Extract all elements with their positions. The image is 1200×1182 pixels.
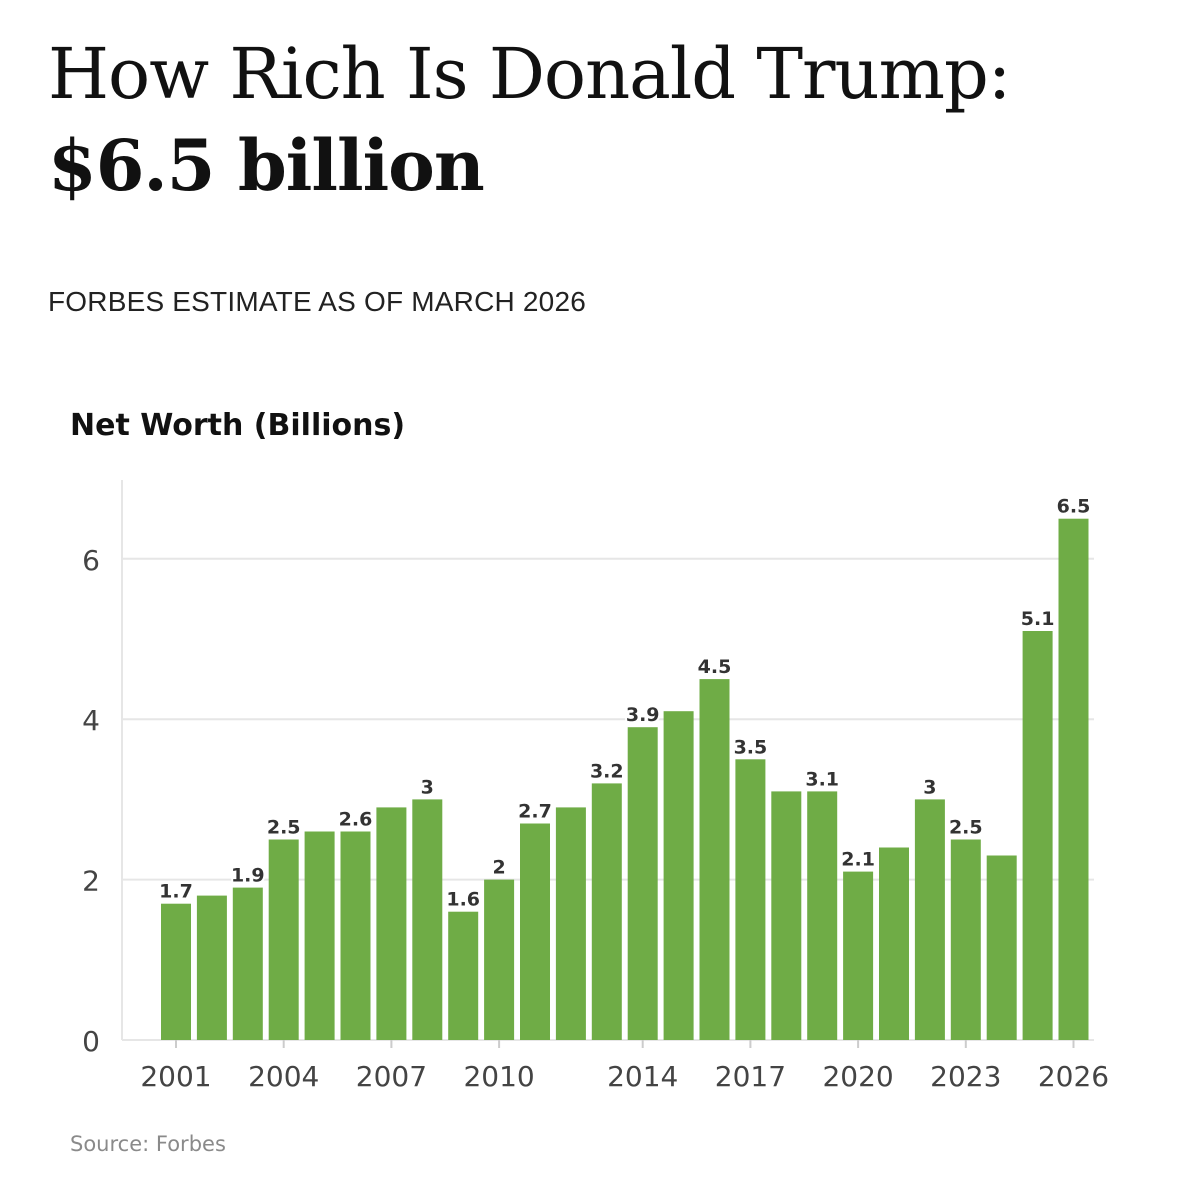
- source-note: Source: Forbes: [70, 1132, 226, 1156]
- data-label-2016: 4.5: [698, 656, 732, 678]
- data-label-2008: 3: [421, 776, 434, 798]
- bar-2006: [340, 831, 371, 1040]
- x-tick-label-2026: 2026: [1038, 1060, 1109, 1093]
- bar-2024: [986, 855, 1017, 1040]
- bar-2002: [196, 895, 227, 1040]
- data-label-2019: 3.1: [805, 768, 839, 790]
- chart-title: Net Worth (Billions): [70, 408, 406, 443]
- bar-2020: [843, 871, 874, 1040]
- x-tick-label-2020: 2020: [822, 1060, 893, 1093]
- bar-2025: [1022, 631, 1053, 1040]
- bar-2005: [304, 831, 335, 1040]
- data-label-2022: 3: [923, 776, 936, 798]
- bar-2015: [663, 711, 694, 1040]
- data-label-2009: 1.6: [446, 889, 480, 911]
- bar-2012: [555, 807, 586, 1040]
- bar-2019: [807, 791, 838, 1040]
- x-tick-label-2010: 2010: [463, 1060, 534, 1093]
- bar-2021: [879, 847, 909, 1040]
- bar-2009: [448, 911, 479, 1040]
- y-tick-label: 0: [82, 1025, 100, 1058]
- y-tick-label: 4: [82, 704, 100, 737]
- data-label-2010: 2: [492, 857, 505, 879]
- bar-2013: [591, 783, 622, 1040]
- bar-2004: [268, 839, 299, 1040]
- bar-2003: [232, 887, 263, 1040]
- bar-2008: [412, 799, 443, 1040]
- bar-2001: [161, 903, 191, 1040]
- data-label-2023: 2.5: [949, 817, 983, 839]
- bar-2011: [520, 823, 550, 1040]
- data-label-2013: 3.2: [590, 760, 624, 782]
- bar-2016: [699, 679, 730, 1040]
- data-label-2026: 6.5: [1057, 496, 1091, 518]
- bar-2007: [376, 807, 407, 1040]
- bar-2018: [771, 791, 802, 1040]
- x-tick-label-2004: 2004: [248, 1060, 319, 1093]
- data-label-2004: 2.5: [267, 817, 301, 839]
- bar-2014: [627, 727, 658, 1040]
- data-label-2025: 5.1: [1021, 608, 1055, 630]
- data-label-2011: 2.7: [518, 801, 552, 823]
- bar-2022: [914, 799, 945, 1040]
- data-labels: 1.71.92.5 2.631.622.73.23.94.53.53.12.132…: [157, 494, 1092, 913]
- x-tick-label-2014: 2014: [607, 1060, 678, 1093]
- data-label-2001: 1.7: [159, 881, 193, 903]
- bars: [161, 518, 1089, 1040]
- bar-2010: [484, 879, 515, 1040]
- data-label-2020: 2.1: [841, 849, 875, 871]
- net-worth-headline: $6.5 billion: [48, 124, 485, 207]
- page-title: How Rich Is Donald Trump:: [48, 33, 1011, 115]
- y-tick-label: 6: [82, 544, 100, 577]
- x-tick-label-2001: 2001: [140, 1060, 211, 1093]
- x-axis-ticks: 2001 2004 2007 2010 2014 2017 2020 2023 2026: [140, 1040, 1109, 1093]
- bar-2026: [1058, 518, 1089, 1040]
- bar-2017: [735, 759, 766, 1040]
- y-tick-label: 2: [82, 865, 100, 898]
- bar-2023: [950, 839, 981, 1040]
- x-tick-label-2007: 2007: [356, 1060, 427, 1093]
- y-axis-ticks: 0 2 4 6: [82, 544, 100, 1058]
- data-label-2017: 3.5: [734, 736, 768, 758]
- data-label-2003: 1.9: [231, 865, 265, 887]
- x-tick-label-2023: 2023: [930, 1060, 1001, 1093]
- estimate-subtitle: FORBES ESTIMATE AS OF MARCH 2026: [48, 286, 587, 317]
- data-label-2006: 2.6: [339, 809, 373, 831]
- data-label-2014: 3.9: [626, 704, 660, 726]
- x-tick-label-2017: 2017: [715, 1060, 786, 1093]
